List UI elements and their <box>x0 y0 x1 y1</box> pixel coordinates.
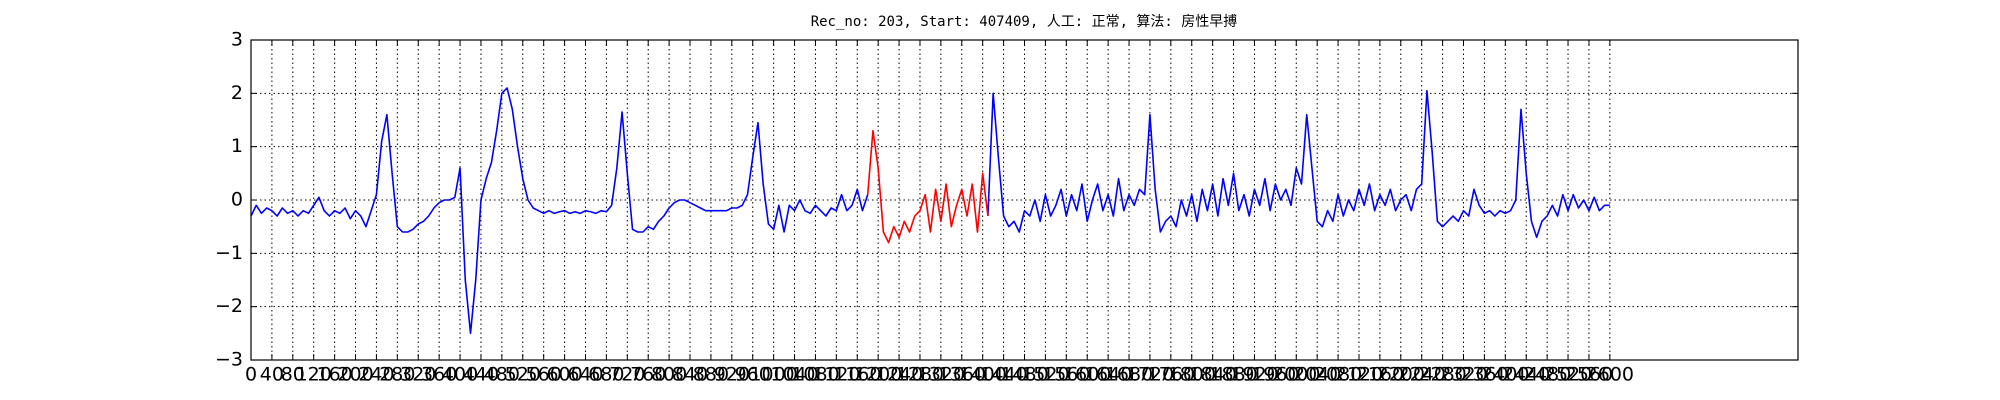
x-tick-label: 2160 <box>1356 364 1404 386</box>
x-tick-label: 2280 <box>1418 364 1466 386</box>
x-tick-label: 120 <box>296 364 332 386</box>
x-tick-label: 1320 <box>917 364 965 386</box>
x-tick-label: 1480 <box>1000 364 1048 386</box>
x-tick-label: 2440 <box>1502 364 1550 386</box>
x-tick-label: 640 <box>567 364 603 386</box>
x-tick-label: 1560 <box>1042 364 1090 386</box>
x-tick-label: 360 <box>421 364 457 386</box>
x-tick-label: 2320 <box>1439 364 1487 386</box>
x-tick-label: 720 <box>609 364 645 386</box>
x-tick-label: 40 <box>260 364 284 386</box>
x-tick-label: 2360 <box>1460 364 1508 386</box>
x-tick-label: 2480 <box>1523 364 1571 386</box>
x-tick-label: 880 <box>693 364 729 386</box>
x-tick-label: 2400 <box>1481 364 1529 386</box>
x-tick-label: 440 <box>463 364 499 386</box>
x-tick-label: 1240 <box>875 364 923 386</box>
x-tick-label: 80 <box>281 364 305 386</box>
y-tick-label: 0 <box>231 189 243 211</box>
x-tick-label: 1120 <box>812 364 860 386</box>
x-tick-label: 1520 <box>1021 364 1069 386</box>
x-tick-label: 1720 <box>1126 364 1174 386</box>
chart-title: Rec_no: 203, Start: 407409, 人工: 正常, 算法: … <box>811 13 1238 30</box>
x-tick-label: 160 <box>316 364 352 386</box>
x-tick-label: 680 <box>588 364 624 386</box>
x-tick-label: 320 <box>400 364 436 386</box>
x-tick-label: 1920 <box>1230 364 1278 386</box>
x-tick-label: 1440 <box>979 364 1027 386</box>
x-tick-label: 1800 <box>1168 364 1216 386</box>
x-tick-label: 200 <box>337 364 373 386</box>
x-tick-label: 2040 <box>1293 364 1341 386</box>
x-tick-label: 1360 <box>938 364 986 386</box>
x-tick-label: 1840 <box>1188 364 1236 386</box>
x-tick-label: 2240 <box>1398 364 1446 386</box>
x-tick-label: 0 <box>245 364 257 386</box>
x-tick-label: 1200 <box>854 364 902 386</box>
y-tick-label: 2 <box>231 82 243 104</box>
x-tick-label: 1400 <box>959 364 1007 386</box>
x-tick-label: 2080 <box>1314 364 1362 386</box>
x-tick-label: 2120 <box>1335 364 1383 386</box>
x-tick-label: 400 <box>442 364 478 386</box>
x-tick-label: 480 <box>484 364 520 386</box>
x-tick-label: 840 <box>672 364 708 386</box>
x-tick-label: 960 <box>735 364 771 386</box>
x-tick-label: 560 <box>526 364 562 386</box>
y-tick-label: −1 <box>215 242 243 264</box>
y-tick-label: −3 <box>215 349 243 371</box>
y-tick-label: 1 <box>231 135 243 157</box>
x-tick-label: 760 <box>630 364 666 386</box>
x-tick-label: 240 <box>358 364 394 386</box>
x-tick-label: 1160 <box>833 364 881 386</box>
x-tick-label: 1760 <box>1147 364 1195 386</box>
x-tick-label: 1640 <box>1084 364 1132 386</box>
x-tick-label: 1960 <box>1251 364 1299 386</box>
x-tick-label: 2200 <box>1377 364 1425 386</box>
x-tick-label: 280 <box>379 364 415 386</box>
signal-line <box>866 129 989 244</box>
x-tick-label: 2560 <box>1565 364 1613 386</box>
x-tick-label: 1680 <box>1105 364 1153 386</box>
y-tick-label: −2 <box>215 295 243 317</box>
x-tick-label: 800 <box>651 364 687 386</box>
x-tick-label: 920 <box>714 364 750 386</box>
x-tick-label: 1280 <box>896 364 944 386</box>
x-tick-label: 1880 <box>1209 364 1257 386</box>
x-tick-label: 1600 <box>1063 364 1111 386</box>
x-tick-label: 2520 <box>1544 364 1592 386</box>
y-tick-label: 3 <box>231 29 243 51</box>
x-tick-label: 1080 <box>791 364 839 386</box>
signal-line <box>250 87 1610 335</box>
x-tick-label: 600 <box>546 364 582 386</box>
plot-frame <box>250 39 1799 361</box>
x-tick-label: 2600 <box>1586 364 1634 386</box>
x-tick-label: 520 <box>505 364 541 386</box>
x-tick-label: 2000 <box>1272 364 1320 386</box>
x-tick-label: 1000 <box>749 364 797 386</box>
x-tick-label: 1040 <box>770 364 818 386</box>
